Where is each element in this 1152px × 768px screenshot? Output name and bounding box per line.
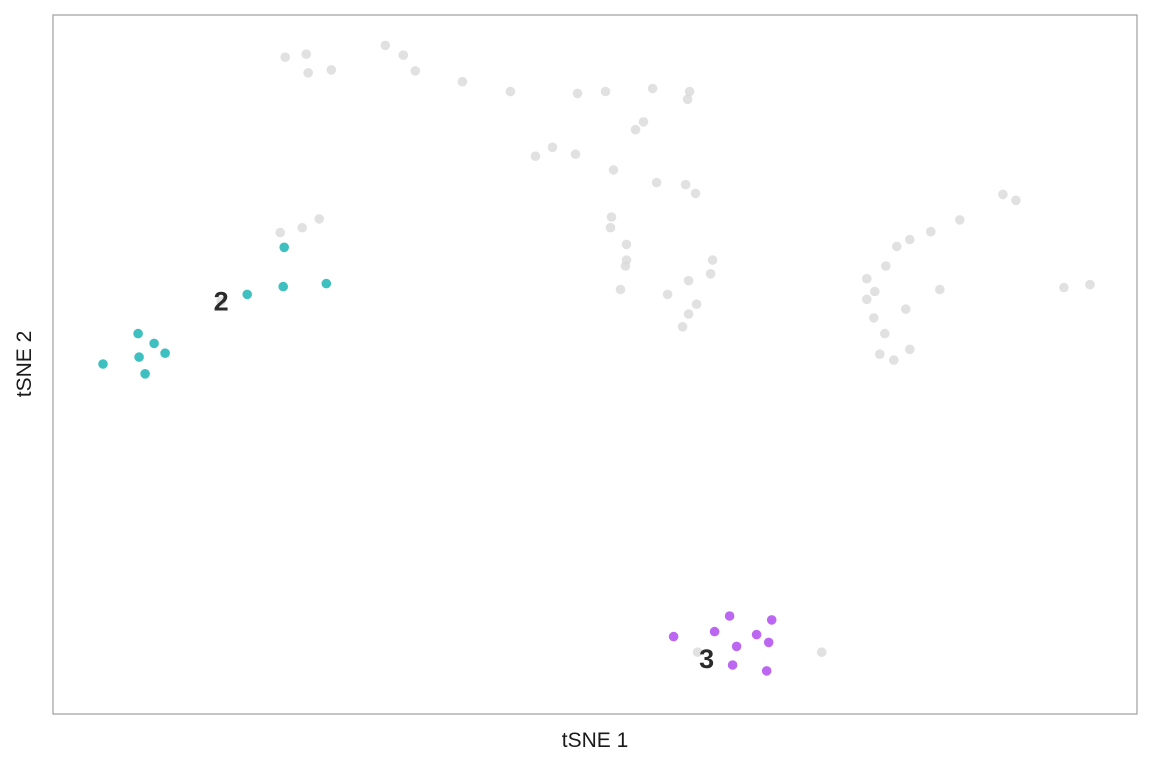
cluster-3-point (727, 660, 738, 670)
background-point (326, 65, 337, 75)
background-point (869, 313, 879, 323)
cluster-label-3: 3 (699, 644, 714, 674)
background-point (303, 68, 314, 78)
cluster-labels-layer: 23 (214, 286, 714, 674)
cluster-2-point (133, 328, 143, 339)
cluster-2-point (98, 359, 108, 369)
background-point (998, 189, 1008, 200)
cluster-3-point (724, 611, 735, 621)
cluster-3-point (763, 637, 774, 648)
background-point (570, 149, 581, 159)
cluster-3-point (766, 615, 777, 625)
y-axis-title: tSNE 2 (13, 331, 36, 398)
background-point (572, 88, 583, 99)
background-point (862, 273, 872, 284)
cluster-3-point (751, 629, 762, 640)
background-point (1059, 282, 1069, 293)
background-point (682, 94, 693, 105)
cluster-label-2: 2 (214, 286, 229, 316)
background-point (630, 124, 641, 135)
cluster-2-point (278, 281, 289, 292)
background-point (905, 344, 915, 355)
cluster-2-point (140, 369, 150, 379)
background-point (816, 647, 827, 657)
x-axis-title: tSNE 1 (562, 729, 629, 752)
background-point (926, 226, 936, 237)
background-point (881, 261, 891, 271)
background-point (410, 66, 421, 76)
background-point (505, 86, 516, 97)
cluster-2-point (242, 289, 252, 300)
background-point (691, 299, 702, 310)
background-point (301, 49, 312, 59)
background-point (875, 349, 885, 360)
series-background (216, 40, 1095, 657)
background-point (608, 165, 619, 175)
background-point (862, 294, 872, 305)
cluster-2-point (160, 348, 170, 359)
cluster-2-point (279, 242, 290, 253)
background-point (638, 117, 649, 127)
points-layer (98, 40, 1095, 676)
cluster-2-point (321, 278, 332, 289)
background-point (683, 309, 694, 319)
background-point (600, 86, 611, 97)
background-point (457, 76, 468, 87)
background-point (651, 177, 662, 188)
cluster-3-point (761, 666, 772, 676)
background-point (880, 328, 890, 339)
background-point (683, 275, 694, 286)
background-point (1085, 279, 1095, 290)
series-cluster-3 (668, 611, 777, 676)
background-point (398, 50, 409, 60)
background-point (297, 222, 308, 233)
background-point (647, 83, 658, 94)
series-cluster-2 (98, 242, 332, 379)
background-point (605, 222, 616, 233)
background-point (1011, 195, 1021, 206)
background-point (705, 269, 716, 279)
background-point (905, 234, 915, 245)
background-point (901, 304, 911, 314)
background-point (889, 355, 899, 365)
background-point (690, 188, 701, 199)
background-point (275, 227, 286, 238)
background-point (621, 239, 632, 250)
background-point (620, 261, 631, 271)
background-point (615, 284, 626, 295)
cluster-3-point (709, 626, 720, 637)
background-point (606, 212, 617, 222)
background-point (216, 296, 226, 307)
background-point (547, 142, 558, 153)
background-point (380, 40, 391, 51)
background-point (530, 151, 541, 161)
panel-background (53, 15, 1137, 714)
panel-border (52, 14, 1138, 715)
background-point (680, 179, 691, 190)
background-point (662, 289, 673, 300)
background-point (280, 52, 291, 62)
background-point (935, 284, 945, 295)
background-point (677, 322, 688, 332)
cluster-3-point (668, 631, 679, 642)
background-point (707, 255, 718, 265)
background-point (684, 86, 695, 97)
cluster-3-point (731, 641, 742, 652)
background-point (955, 215, 965, 225)
cluster-2-point (134, 352, 144, 362)
background-point (314, 214, 325, 224)
background-point (892, 241, 902, 252)
background-point (692, 647, 703, 657)
cluster-2-point (149, 338, 159, 349)
background-point (870, 286, 880, 297)
